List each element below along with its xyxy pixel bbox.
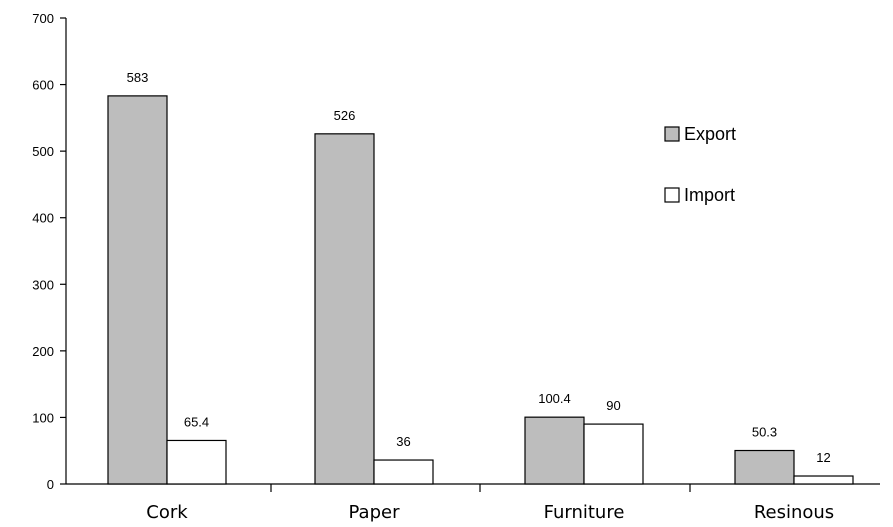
data-label: 90 — [606, 398, 620, 413]
bar-import-resinous — [793, 475, 854, 485]
data-label: 526 — [334, 108, 356, 123]
x-category-label: Paper — [349, 502, 401, 523]
data-label: 36 — [396, 434, 410, 449]
x-category-label: Cork — [146, 502, 188, 523]
bar-export-resinous — [734, 449, 795, 485]
bar-import-cork — [166, 439, 227, 485]
data-label: 65.4 — [184, 414, 209, 429]
y-tick-label: 0 — [47, 477, 54, 492]
legend-swatch-import — [664, 187, 680, 203]
y-tick-label: 600 — [32, 78, 54, 93]
legend-swatch-export — [664, 126, 680, 142]
data-labels: 583 526 100.4 50.3 65.4 36 90 12 — [127, 70, 831, 465]
y-tick-label: 700 — [32, 11, 54, 26]
y-tick-label: 500 — [32, 144, 54, 159]
legend-label-import: Import — [684, 185, 735, 205]
data-label: 50.3 — [752, 425, 777, 440]
y-axis: 0 100 200 300 400 500 600 700 — [32, 11, 67, 492]
bar-export-furniture — [524, 416, 585, 485]
data-label: 583 — [127, 70, 149, 85]
legend-label-export: Export — [684, 124, 736, 144]
data-label: 100.4 — [538, 391, 571, 406]
legend: Export Import — [664, 124, 736, 205]
bar-export-paper — [314, 133, 375, 485]
bar-import-furniture — [583, 423, 644, 485]
y-tick-label: 400 — [32, 211, 54, 226]
data-label: 12 — [816, 450, 830, 465]
bar-export-cork — [107, 95, 168, 485]
y-tick-label: 300 — [32, 277, 54, 292]
bars — [107, 95, 854, 485]
y-tick-label: 200 — [32, 344, 54, 359]
x-axis: Cork Paper Furniture Resinous — [66, 483, 880, 523]
x-category-label: Resinous — [754, 502, 834, 523]
y-tick-label: 100 — [32, 410, 54, 425]
x-category-label: Furniture — [544, 502, 625, 523]
bar-import-paper — [373, 459, 434, 485]
